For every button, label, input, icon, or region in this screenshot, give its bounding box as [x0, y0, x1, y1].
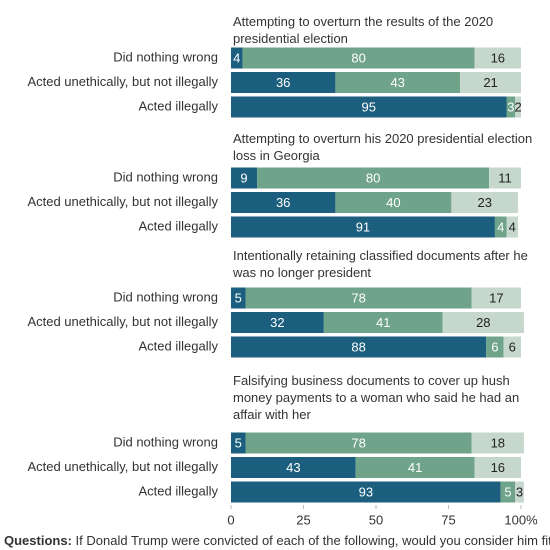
bar-segment — [335, 72, 461, 93]
footer: Questions: If Donald Trump were convicte… — [4, 533, 550, 548]
value-label: 28 — [476, 315, 490, 330]
bar-segment — [257, 167, 490, 189]
value-label: 2 — [514, 99, 521, 114]
bar-segment — [515, 96, 521, 118]
value-label: 78 — [351, 435, 365, 450]
category-label: Acted unethically, but not illegally — [27, 194, 218, 209]
value-label: 95 — [362, 99, 376, 114]
x-tick-label: 25 — [296, 512, 310, 527]
bar-segment — [471, 432, 524, 454]
value-label: 6 — [491, 339, 498, 354]
bar-segment — [489, 167, 521, 189]
panel-title: Attempting to overturn the results of th… — [233, 14, 494, 46]
bar-segment — [231, 96, 507, 118]
value-label: 9 — [240, 170, 247, 185]
value-label: 16 — [491, 50, 505, 65]
category-label: Acted illegally — [139, 483, 219, 498]
value-label: 36 — [276, 195, 290, 210]
bar-segment — [442, 312, 524, 333]
value-label: 78 — [351, 290, 365, 305]
category-label: Did nothing wrong — [113, 289, 218, 304]
value-label: 88 — [351, 339, 365, 354]
value-label: 11 — [498, 170, 512, 185]
x-tick-label: 0 — [227, 512, 234, 527]
value-label: 4 — [233, 50, 240, 65]
category-label: Did nothing wrong — [113, 169, 218, 184]
value-label: 80 — [351, 50, 365, 65]
category-label: Did nothing wrong — [113, 49, 218, 64]
bar-segment — [486, 336, 504, 358]
bar-segment — [245, 287, 472, 309]
bar-segment — [506, 96, 516, 118]
value-label: 3 — [507, 99, 514, 114]
x-tick-label: 50 — [369, 512, 383, 527]
footer-label: Questions: — [4, 533, 72, 548]
category-label: Acted illegally — [139, 338, 219, 353]
bar-segment — [471, 287, 521, 309]
value-label: 23 — [478, 195, 492, 210]
bar-segment — [231, 192, 336, 213]
bar-segment — [335, 192, 452, 213]
bar-segment — [242, 47, 475, 69]
value-label: 43 — [391, 75, 405, 90]
value-label: 40 — [386, 195, 400, 210]
value-label: 4 — [497, 219, 504, 234]
bar-segment — [245, 432, 472, 454]
panel-title: Falsifying business documents to cover u… — [233, 373, 520, 422]
bar-segment — [474, 47, 521, 69]
bar-segment — [474, 457, 521, 478]
category-label: Acted unethically, but not illegally — [27, 459, 218, 474]
value-label: 5 — [504, 484, 511, 499]
bar-segment — [231, 287, 246, 309]
value-label: 17 — [489, 290, 503, 305]
x-tick-label: 75 — [441, 512, 455, 527]
category-label: Did nothing wrong — [113, 434, 218, 449]
value-label: 16 — [491, 460, 505, 475]
bar-segment — [355, 457, 475, 478]
footer-text: If Donald Trump were convicted of each o… — [75, 533, 550, 548]
category-label: Acted unethically, but not illegally — [27, 314, 218, 329]
value-label: 3 — [516, 484, 523, 499]
bar-segment — [231, 216, 495, 238]
value-label: 32 — [270, 315, 284, 330]
bar-segment — [460, 72, 521, 93]
value-label: 6 — [509, 339, 516, 354]
bar-segment — [231, 47, 243, 69]
bar-segment — [503, 336, 521, 358]
x-tick-label: 100% — [504, 512, 538, 527]
bar-segment — [506, 216, 519, 238]
value-label: 93 — [359, 484, 373, 499]
panel-title: Attempting to overturn his 2020 presiden… — [233, 131, 533, 163]
bar-segment — [515, 481, 524, 503]
bar-segment — [231, 481, 501, 503]
category-label: Acted illegally — [139, 98, 219, 113]
value-label: 5 — [235, 435, 242, 450]
bar-segment — [494, 216, 507, 238]
bar-segment — [323, 312, 443, 333]
value-label: 43 — [286, 460, 300, 475]
value-label: 41 — [376, 315, 390, 330]
value-label: 80 — [366, 170, 380, 185]
bar-segment — [500, 481, 516, 503]
bar-segment — [231, 72, 336, 93]
bar-segment — [231, 312, 324, 333]
bar-segment — [231, 167, 258, 189]
value-label: 18 — [491, 435, 505, 450]
bar-segment — [451, 192, 519, 213]
bar-segment — [231, 336, 487, 358]
value-label: 5 — [235, 290, 242, 305]
value-label: 36 — [276, 75, 290, 90]
category-label: Acted unethically, but not illegally — [27, 74, 218, 89]
value-label: 4 — [509, 219, 516, 234]
bar-segment — [231, 432, 246, 454]
panel-title: Intentionally retaining classified docum… — [233, 248, 528, 280]
bar-segment — [231, 457, 356, 478]
category-label: Acted illegally — [139, 218, 219, 233]
value-label: 91 — [356, 219, 370, 234]
value-label: 41 — [408, 460, 422, 475]
value-label: 21 — [483, 75, 497, 90]
